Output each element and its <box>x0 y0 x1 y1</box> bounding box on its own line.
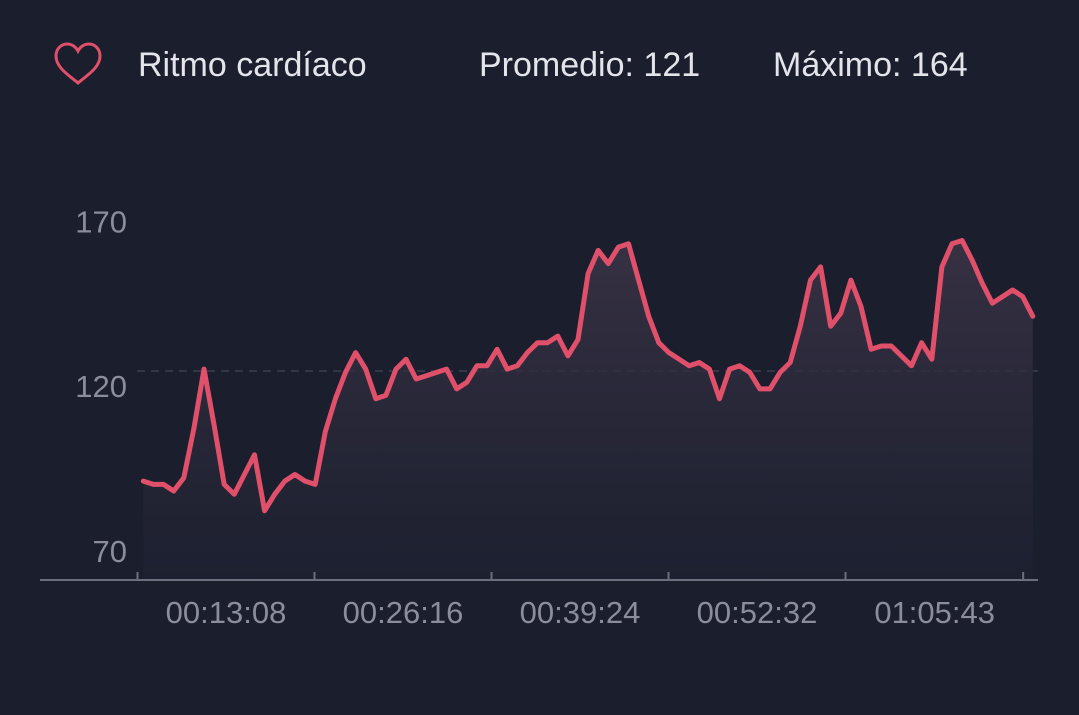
x-tick-label: 00:26:16 <box>343 595 464 630</box>
heart-rate-line <box>140 238 1036 514</box>
x-tick-label: 00:13:08 <box>166 595 287 630</box>
x-tick-label: 00:39:24 <box>520 595 641 630</box>
y-tick-label: 120 <box>75 369 127 404</box>
area-fill <box>143 240 1033 580</box>
chart-title: Ritmo cardíaco <box>138 46 367 84</box>
x-tick-label: 00:52:32 <box>697 595 818 630</box>
heart-icon <box>54 42 102 85</box>
maximum-label: Máximo: 164 <box>773 46 968 84</box>
y-tick-label: 70 <box>93 534 127 569</box>
x-tick-label: 01:05:43 <box>874 595 995 630</box>
average-label: Promedio: 121 <box>479 46 700 84</box>
y-tick-label: 170 <box>75 204 127 239</box>
